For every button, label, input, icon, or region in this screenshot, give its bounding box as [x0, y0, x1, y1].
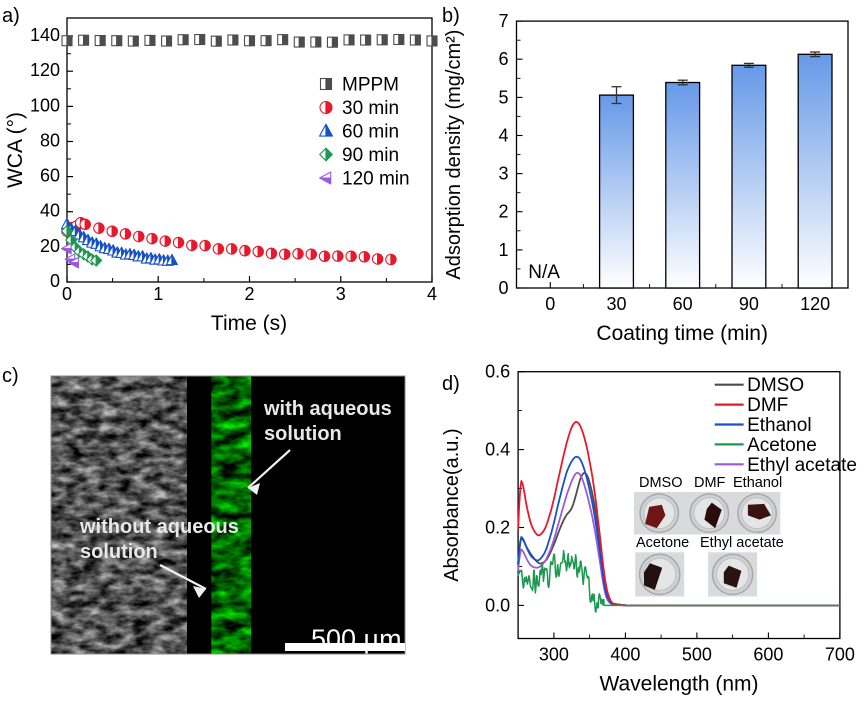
svg-text:30 min: 30 min	[342, 98, 399, 119]
svg-text:120: 120	[800, 294, 830, 314]
svg-text:without aqueous: without aqueous	[79, 516, 239, 538]
svg-text:3: 3	[498, 164, 508, 184]
svg-text:140: 140	[30, 25, 60, 45]
svg-text:0.4: 0.4	[485, 440, 510, 460]
svg-text:WCA (°): WCA (°)	[4, 112, 27, 188]
svg-text:c): c)	[2, 365, 19, 387]
svg-text:90 min: 90 min	[342, 145, 399, 166]
svg-text:Time (s): Time (s)	[211, 312, 287, 335]
svg-text:d): d)	[442, 373, 460, 395]
svg-text:5: 5	[498, 87, 508, 107]
svg-text:solution: solution	[80, 541, 158, 563]
svg-text:700: 700	[825, 645, 855, 665]
svg-text:Absorbance(a.u.): Absorbance(a.u.)	[441, 428, 463, 581]
svg-text:Acetone: Acetone	[636, 535, 689, 551]
svg-text:300: 300	[539, 645, 569, 665]
svg-text:6: 6	[498, 49, 508, 69]
svg-text:with aqueous: with aqueous	[263, 398, 392, 420]
svg-text:Adsorption density (mg/cm²): Adsorption density (mg/cm²)	[443, 30, 465, 280]
svg-text:60: 60	[673, 294, 693, 314]
svg-text:N/A: N/A	[528, 262, 560, 283]
svg-text:0: 0	[50, 271, 60, 291]
svg-text:4: 4	[498, 126, 508, 146]
svg-text:Acetone: Acetone	[747, 435, 817, 456]
svg-text:Wavelength (nm): Wavelength (nm)	[599, 673, 758, 696]
svg-text:4: 4	[427, 284, 437, 304]
svg-text:20: 20	[40, 236, 60, 256]
svg-text:100: 100	[30, 95, 60, 115]
svg-text:a): a)	[2, 5, 20, 27]
svg-text:120: 120	[30, 60, 60, 80]
svg-text:0: 0	[545, 294, 555, 314]
svg-text:Coating time (min): Coating time (min)	[596, 322, 768, 345]
svg-text:40: 40	[40, 201, 60, 221]
svg-text:Ethanol: Ethanol	[733, 475, 782, 491]
svg-text:b): b)	[442, 5, 460, 27]
svg-text:solution: solution	[264, 423, 342, 445]
svg-text:Ethyl acetate: Ethyl acetate	[747, 455, 857, 476]
svg-text:90: 90	[739, 294, 759, 314]
svg-text:MPPM: MPPM	[342, 75, 399, 96]
svg-text:0.2: 0.2	[485, 518, 510, 538]
svg-text:120 min: 120 min	[342, 169, 410, 190]
svg-text:1: 1	[498, 240, 508, 260]
svg-text:1: 1	[153, 284, 163, 304]
svg-text:0.6: 0.6	[485, 362, 510, 382]
svg-text:80: 80	[40, 131, 60, 151]
svg-text:30: 30	[606, 294, 626, 314]
svg-text:7: 7	[498, 11, 508, 31]
svg-text:600: 600	[753, 645, 783, 665]
svg-text:Ethyl acetate: Ethyl acetate	[700, 535, 784, 551]
svg-text:2: 2	[498, 202, 508, 222]
svg-text:0.0: 0.0	[485, 595, 510, 615]
svg-text:Ethanol: Ethanol	[747, 415, 811, 436]
svg-text:60: 60	[40, 166, 60, 186]
svg-text:500: 500	[682, 645, 712, 665]
svg-text:DMF: DMF	[694, 475, 726, 491]
svg-text:DMSO: DMSO	[639, 475, 683, 491]
svg-text:2: 2	[244, 284, 254, 304]
svg-text:3: 3	[336, 284, 346, 304]
svg-text:0: 0	[62, 284, 72, 304]
svg-text:DMF: DMF	[747, 395, 788, 416]
svg-text:DMSO: DMSO	[747, 375, 804, 396]
svg-text:60 min: 60 min	[342, 122, 399, 143]
svg-text:400: 400	[610, 645, 640, 665]
svg-text:0: 0	[498, 278, 508, 298]
